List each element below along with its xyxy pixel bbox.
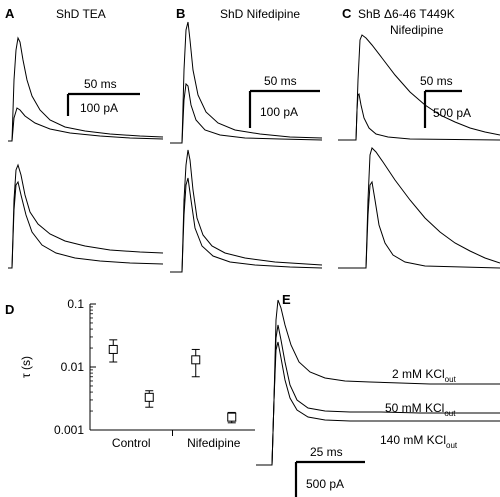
- panel-e-trace-2mM: [256, 299, 500, 466]
- panel-e-letter: E: [282, 292, 291, 307]
- panel-e-current-scale: 500 pA: [306, 477, 344, 491]
- panel-c-time-scale: 50 ms: [420, 74, 453, 88]
- panel-c-title-line2: Nifedipine: [390, 23, 444, 37]
- panel-c-bottom-trace-2: [338, 180, 500, 269]
- panel-b-top-trace-2: [170, 82, 323, 144]
- panel-a-title: ShD TEA: [56, 7, 106, 21]
- panel-c-current-scale: 500 pA: [433, 106, 471, 120]
- panel-c-top-trace-1: [338, 34, 500, 141]
- panel-b-bottom-trace-2: [170, 177, 323, 273]
- panel-a-time-scale: 50 ms: [84, 77, 117, 91]
- d-y-tick-label-1: 0.01: [61, 360, 85, 374]
- d-data-point-0: [108, 344, 118, 354]
- panel-a-top-trace-1: [8, 36, 164, 142]
- d-data-point-3: [227, 412, 237, 422]
- panel-d-chart: τ (s) 0.1 0.01 0.001 Control Nifedipine: [19, 297, 255, 450]
- panel-e-condition-2mM: 2 mM KClout: [392, 367, 457, 384]
- panel-b-letter: B: [176, 6, 185, 21]
- panel-a-top-trace-2: [8, 107, 164, 142]
- panel-e-traces: [256, 299, 500, 466]
- panel-b-bottom-trace-1: [170, 149, 323, 273]
- panel-b-title: ShD Nifedipine: [220, 7, 300, 21]
- panel-c-title-line1: ShB Δ6-46 T449K: [358, 7, 455, 21]
- panel-c-traces: [338, 34, 500, 269]
- panel-a-traces: [8, 36, 164, 269]
- panel-a-bottom-trace-2: [8, 180, 164, 269]
- panel-e-trace-50mM: [256, 324, 500, 466]
- panel-b-top-trace-1: [170, 21, 323, 144]
- panel-c-letter: C: [342, 6, 352, 21]
- panel-a-bottom-trace-1: [8, 163, 164, 269]
- panel-e-trace-140mM: [256, 341, 500, 466]
- d-data-point-2: [191, 355, 201, 365]
- panel-c-bottom-trace-1: [338, 147, 500, 269]
- panel-b-time-scale: 50 ms: [264, 74, 297, 88]
- panel-d-letter: D: [5, 302, 14, 317]
- panel-b-current-scale: 100 pA: [260, 105, 298, 119]
- d-y-tick-label-2: 0.001: [54, 423, 84, 437]
- panel-e-condition-140mM: 140 mM KClout: [380, 433, 458, 450]
- panel-a-letter: A: [5, 6, 15, 21]
- d-y-tick-label-0: 0.1: [67, 297, 84, 311]
- d-data-point-1: [144, 392, 154, 402]
- panel-e-condition-50mM: 50 mM KClout: [385, 401, 456, 418]
- panel-b-traces: [170, 21, 323, 273]
- panel-a-current-scale: 100 pA: [80, 101, 118, 115]
- panel-c-top-trace-2: [338, 92, 500, 141]
- panel-e-time-scale: 25 ms: [310, 445, 343, 459]
- d-x-category-label-0: Control: [112, 436, 151, 450]
- d-y-axis-label: τ (s): [19, 356, 33, 378]
- d-x-category-label-1: Nifedipine: [187, 436, 241, 450]
